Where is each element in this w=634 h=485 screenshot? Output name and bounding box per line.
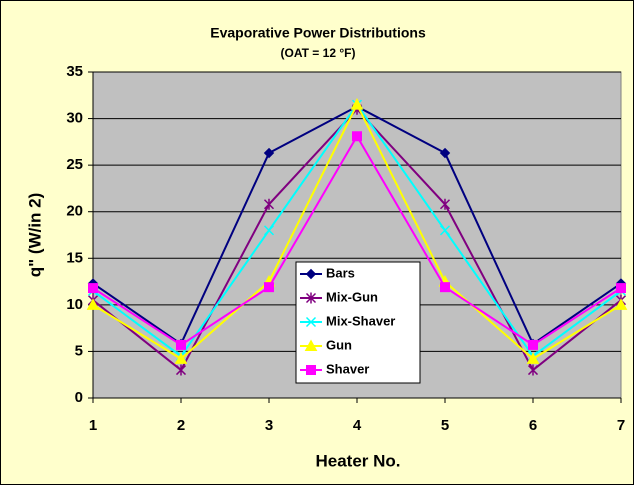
y-tick-label: 30 xyxy=(66,110,83,127)
legend-label: Mix-Gun xyxy=(326,289,378,304)
x-tick-label: 1 xyxy=(89,417,97,434)
marker xyxy=(528,339,538,350)
marker xyxy=(174,352,188,364)
marker xyxy=(263,147,275,159)
marker xyxy=(616,283,626,294)
y-tick-label: 5 xyxy=(75,342,83,359)
marker xyxy=(350,98,364,110)
marker xyxy=(527,364,539,376)
x-tick-label: 7 xyxy=(617,417,625,434)
x-axis-label: Heater No. xyxy=(315,451,400,470)
marker xyxy=(439,147,451,159)
x-tick-label: 5 xyxy=(441,417,449,434)
marker xyxy=(306,365,316,375)
chart-title: Evaporative Power Distributions xyxy=(210,25,426,41)
legend-label: Mix-Shaver xyxy=(326,313,395,328)
legend-label: Gun xyxy=(326,337,352,352)
x-tick-label: 4 xyxy=(353,417,362,434)
marker xyxy=(439,198,451,210)
marker xyxy=(263,198,275,210)
marker xyxy=(175,364,187,376)
y-tick-label: 20 xyxy=(66,203,83,220)
marker xyxy=(305,268,317,280)
y-tick-label: 0 xyxy=(75,389,83,406)
marker xyxy=(176,339,186,350)
y-tick-label: 10 xyxy=(66,296,83,313)
marker xyxy=(440,282,450,293)
x-tick-label: 2 xyxy=(177,417,185,434)
marker xyxy=(305,292,317,304)
y-tick-label: 25 xyxy=(66,156,83,173)
chart-subtitle: (OAT = 12 °F) xyxy=(281,46,356,60)
legend-label: Shaver xyxy=(326,361,369,376)
y-tick-label: 35 xyxy=(66,63,83,80)
legend-label: Bars xyxy=(326,265,355,280)
marker xyxy=(439,225,451,236)
y-tick-label: 15 xyxy=(66,249,83,266)
marker xyxy=(263,225,275,236)
marker xyxy=(526,352,540,364)
y-axis-label: q" (W/in 2) xyxy=(25,193,44,278)
marker xyxy=(304,339,318,351)
marker xyxy=(88,283,98,294)
marker xyxy=(614,298,628,310)
x-tick-label: 3 xyxy=(265,417,273,434)
marker xyxy=(264,282,274,293)
x-tick-label: 6 xyxy=(529,417,537,434)
marker xyxy=(86,298,100,310)
marker xyxy=(352,131,362,142)
marker xyxy=(305,316,317,328)
